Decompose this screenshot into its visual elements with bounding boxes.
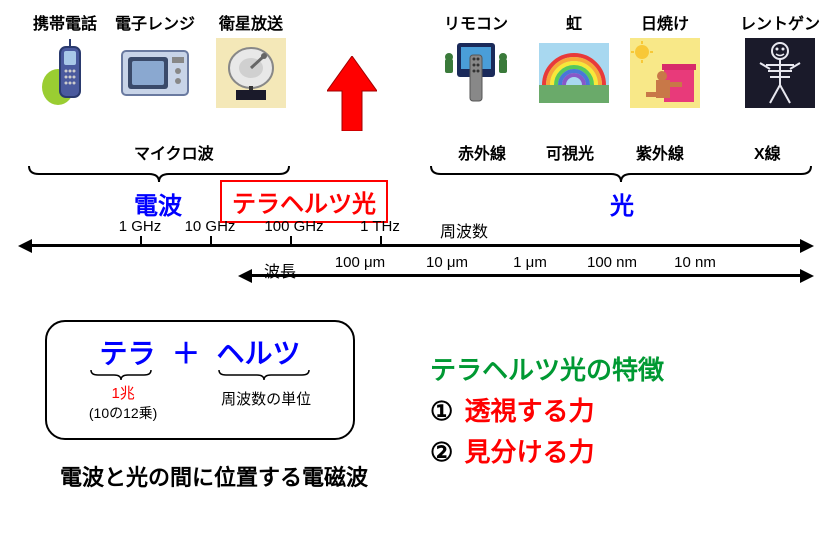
spec-label: 虹 — [534, 10, 614, 34]
footer-description: 電波と光の間に位置する電磁波 — [60, 460, 368, 492]
thz-label-box: テラヘルツ光 — [220, 180, 388, 223]
spectrum-examples: 携帯電話 電子レンジ 衛星 — [10, 10, 822, 140]
wave-tick: 10 μm — [426, 254, 468, 271]
spec-item-microwave: 電子レンジ — [110, 10, 200, 108]
feature-1: ① 透視する力 — [430, 391, 664, 428]
wave-tick: 10 nm — [674, 254, 716, 271]
freq-tick: 1 GHz — [119, 218, 162, 235]
group-light: 光 — [610, 186, 634, 221]
def-terms: テラ ＋ ヘルツ — [57, 332, 343, 372]
spec-label: レントゲン — [730, 10, 830, 34]
freq-tick: 1 THz — [360, 218, 400, 235]
spec-label: 日焼け — [620, 10, 710, 34]
feat-num: ① — [430, 396, 453, 426]
spec-item-satellite: 衛星放送 — [206, 10, 296, 108]
def-subs: 1兆 (10の12乗) 周波数の単位 — [57, 382, 343, 423]
feat-text: 見分ける力 — [465, 437, 595, 467]
def-hertz: ヘルツ — [216, 338, 300, 369]
wave-tick: 100 μm — [335, 254, 385, 271]
spec-label: リモコン — [426, 10, 526, 34]
spec-item-remote: リモコン — [426, 10, 526, 108]
rainbow-icon — [539, 38, 609, 108]
sunburn-icon — [630, 38, 700, 108]
wave-tick: 1 μm — [513, 254, 547, 271]
spec-item-phone: 携帯電話 — [20, 10, 110, 108]
spec-item-sunburn: 日焼け — [620, 10, 710, 108]
feat-text: 透視する力 — [465, 396, 595, 426]
def-power: (10の12乗) — [89, 403, 157, 423]
freq-tick: 100 GHz — [264, 218, 323, 235]
spec-label: 携帯電話 — [20, 10, 110, 34]
band-labels: マイクロ波 赤外線 可視光 紫外線 X線 — [10, 140, 822, 164]
thz-arrow-icon — [327, 56, 377, 136]
features-title: テラヘルツ光の特徴 — [430, 350, 664, 387]
wave-tick: 100 nm — [587, 254, 637, 271]
band-uv: 紫外線 — [636, 140, 684, 164]
xray-icon — [745, 38, 815, 108]
band-visible: 可視光 — [546, 140, 594, 164]
phone-icon — [30, 38, 100, 108]
spec-item-rainbow: 虹 — [534, 10, 614, 108]
spec-label: 電子レンジ — [110, 10, 200, 34]
band-microwave: マイクロ波 — [134, 140, 214, 164]
def-sub-hertz: 周波数の単位 — [221, 382, 311, 423]
freq-tick: 10 GHz — [185, 218, 236, 235]
freq-axis-title: 周波数 — [440, 218, 488, 242]
band-infrared: 赤外線 — [458, 140, 506, 164]
feature-2: ② 見分ける力 — [430, 432, 664, 469]
band-xray: X線 — [754, 140, 781, 164]
def-plus: ＋ — [172, 338, 200, 369]
brace-right-icon — [426, 164, 816, 184]
definition-box: テラ ＋ ヘルツ 1兆 (10の12乗) 周波数の単位 — [45, 320, 355, 440]
features-box: テラヘルツ光の特徴 ① 透視する力 ② 見分ける力 — [430, 350, 664, 469]
wave-axis-title: 波長 — [264, 258, 296, 282]
group-radio: 電波 — [134, 186, 182, 221]
spec-label: 衛星放送 — [206, 10, 296, 34]
satellite-icon — [216, 38, 286, 108]
spec-item-xray: レントゲン — [730, 10, 830, 108]
def-tera: テラ — [100, 338, 156, 369]
frequency-axis: 1 GHz 10 GHz 100 GHz 1 THz 周波数 100 μm 10… — [10, 222, 822, 292]
remote-icon — [441, 38, 511, 108]
feat-num: ② — [430, 437, 453, 467]
def-trillion: 1兆 — [89, 382, 157, 403]
microwave-icon — [120, 38, 190, 108]
def-sub-tera: 1兆 (10の12乗) — [89, 382, 157, 423]
brace-row: 電波 光 テラヘルツ光 — [10, 164, 822, 220]
